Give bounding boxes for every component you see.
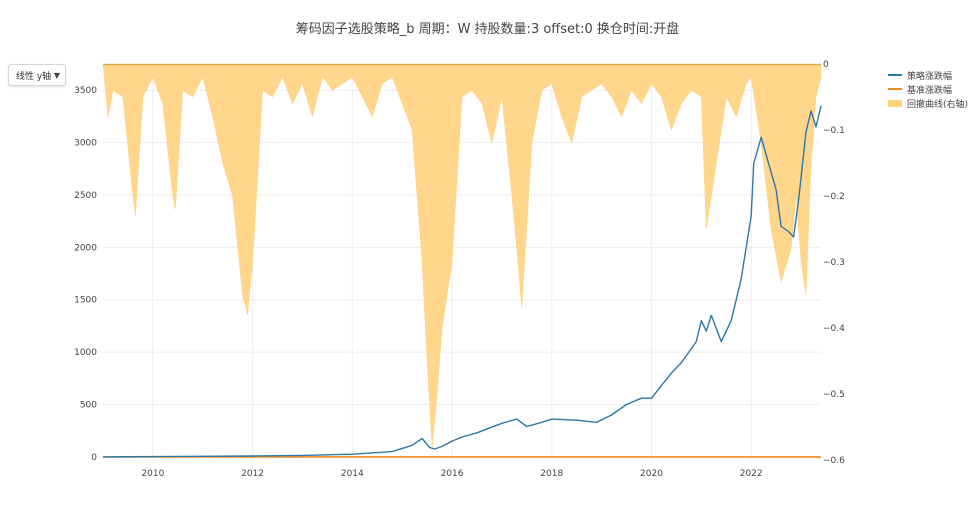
y-left-tick-label: 500 xyxy=(80,400,97,410)
y-left-tick-label: 0 xyxy=(91,453,97,463)
x-tick-label: 2016 xyxy=(441,469,464,479)
x-tick-label: 2022 xyxy=(740,469,763,479)
legend-swatch xyxy=(888,88,902,90)
y-right-tick-label: −0.3 xyxy=(823,258,845,268)
legend-swatch xyxy=(888,74,902,76)
y-left-tick-label: 3000 xyxy=(74,139,97,149)
y-left-tick-label: 1000 xyxy=(74,348,97,358)
legend-label: 基准涨跌幅 xyxy=(907,85,953,96)
legend-swatch xyxy=(888,99,902,107)
chart-title: 筹码因子选股策略_b 周期：W 持股数量:3 offset:0 换仓时间:开盘 xyxy=(295,22,680,37)
x-tick-label: 2020 xyxy=(640,469,663,479)
y-right-tick-label: 0 xyxy=(823,60,829,70)
y-right-tick-label: −0.4 xyxy=(823,324,845,334)
y-right-tick-label: −0.5 xyxy=(823,390,845,400)
legend-item[interactable]: 策略涨跌幅 xyxy=(888,68,968,82)
legend-item[interactable]: 回撤曲线(右轴) xyxy=(888,96,968,110)
drawdown-area xyxy=(102,63,822,447)
y-left-tick-label: 2000 xyxy=(74,243,97,253)
x-tick-label: 2018 xyxy=(540,469,563,479)
legend-label: 回撤曲线(右轴) xyxy=(907,99,969,110)
legend: 策略涨跌幅基准涨跌幅回撤曲线(右轴) xyxy=(888,68,968,110)
legend-label: 策略涨跌幅 xyxy=(907,71,953,82)
y-right-tick-label: −0.1 xyxy=(823,126,845,136)
x-tick-label: 2014 xyxy=(341,469,364,479)
x-tick-label: 2010 xyxy=(141,469,164,479)
dropdown-label: 线性 y轴 xyxy=(16,71,52,82)
y-right-tick-label: −0.2 xyxy=(823,192,845,202)
dropdown-arrow-icon: ▼ xyxy=(53,70,60,80)
y-left-tick-label: 3500 xyxy=(74,86,97,96)
y-right-tick-label: −0.6 xyxy=(823,456,845,466)
strategy-line xyxy=(102,105,822,458)
y-axis-scale-dropdown[interactable]: 线性 y轴 ▼ xyxy=(8,64,66,86)
y-left-tick-label: 2500 xyxy=(74,191,97,201)
x-tick-label: 2012 xyxy=(241,469,264,479)
legend-item[interactable]: 基准涨跌幅 xyxy=(888,82,968,96)
y-left-tick-label: 1500 xyxy=(74,296,97,306)
